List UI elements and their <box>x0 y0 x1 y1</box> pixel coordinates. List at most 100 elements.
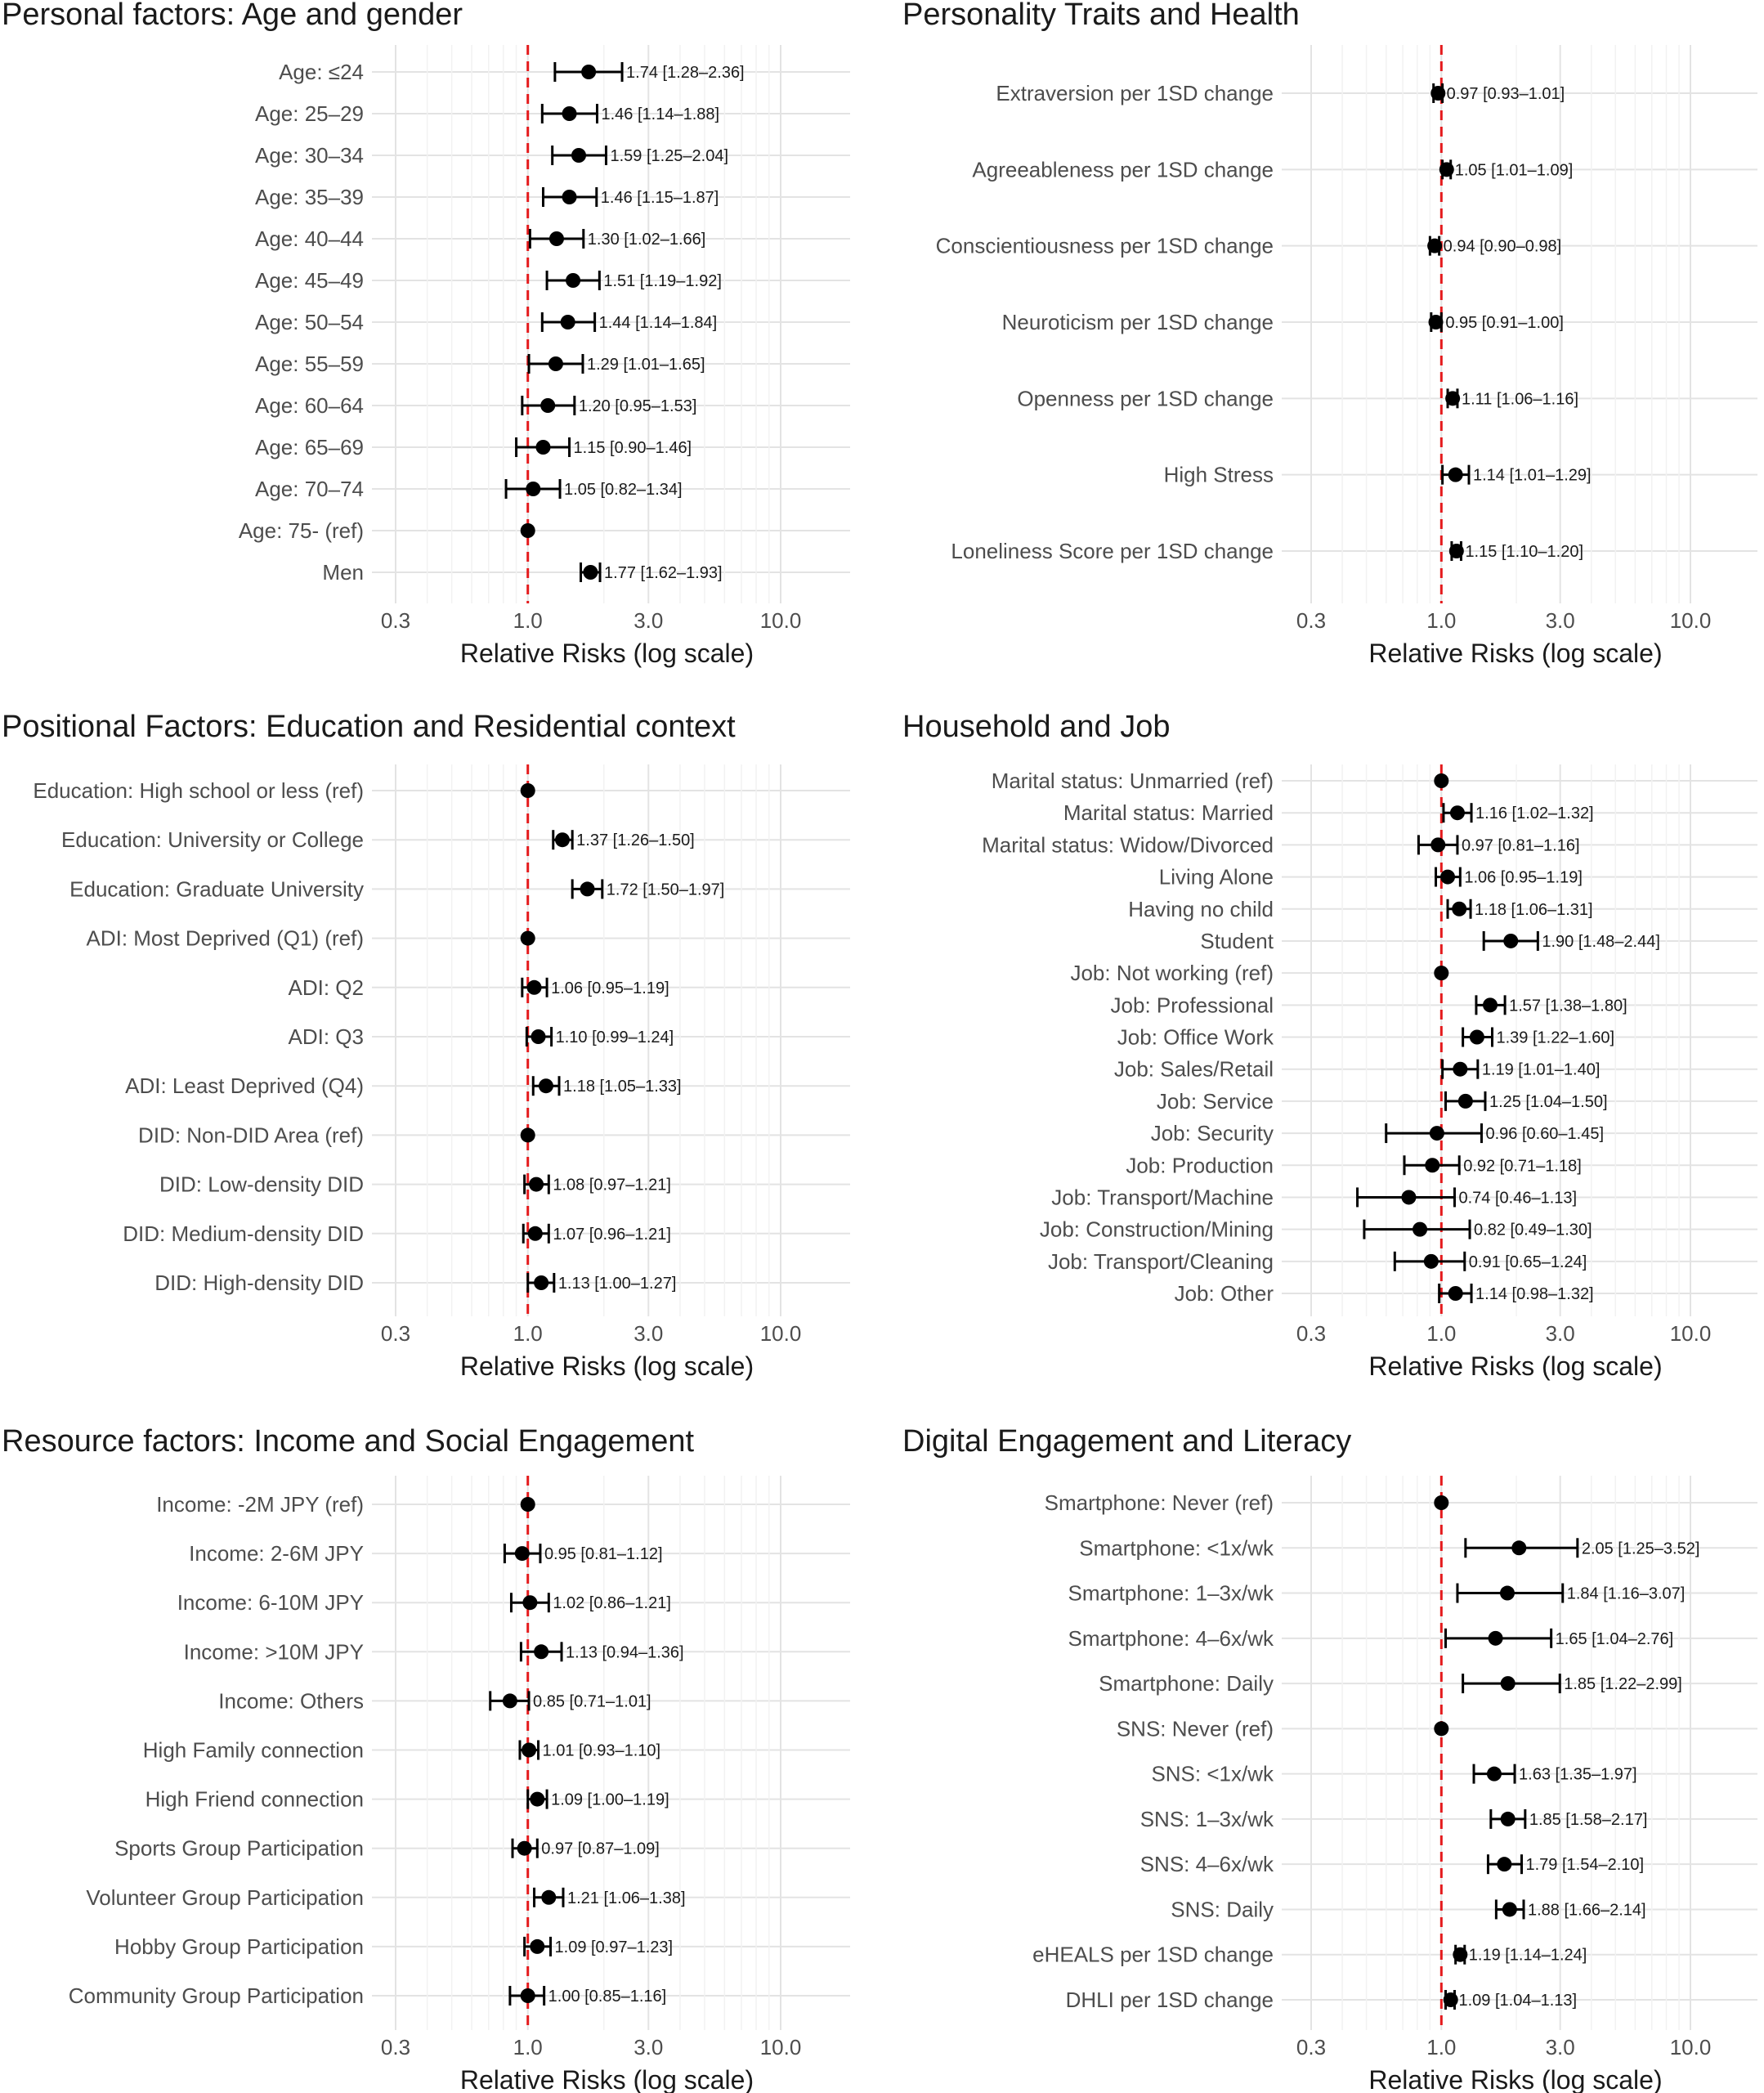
row-label: Marital status: Unmarried (ref) <box>992 769 1274 793</box>
point-estimate <box>531 1029 546 1044</box>
row-label: Having no child <box>1128 897 1274 921</box>
point-estimate <box>1486 1766 1502 1782</box>
estimate-label: 1.46 [1.15–1.87] <box>601 189 719 207</box>
panel-personality-traits-and-health: Personality Traits and Health 0.3 1.0 3.0 10… <box>902 0 1757 668</box>
estimate-label: 1.25 [1.04–1.50] <box>1489 1093 1608 1111</box>
point-estimate <box>1423 1253 1439 1269</box>
row-label: High Stress <box>1164 463 1274 487</box>
point-estimate <box>520 523 535 538</box>
estimate-label: 1.16 [1.02–1.32] <box>1475 804 1594 822</box>
x-tick-label: 1.0 <box>1426 2035 1456 2059</box>
point-estimate <box>526 979 542 995</box>
row-label: Smartphone: 1–3x/wk <box>1068 1581 1274 1606</box>
point-estimate <box>1449 805 1465 821</box>
panel-title: Positional Factors: Education and Reside… <box>2 710 736 744</box>
panel-title: Personal factors: Age and gender <box>2 0 463 32</box>
estimate-label: 1.00 [0.85–1.16] <box>548 1988 667 2006</box>
point-estimate <box>1434 1721 1449 1737</box>
point-estimate <box>1488 1630 1503 1646</box>
estimate-label: 1.09 [0.97–1.23] <box>555 1938 674 1956</box>
x-tick-label: 0.3 <box>1296 1321 1326 1346</box>
x-tick-label: 3.0 <box>634 608 663 633</box>
x-tick-label: 10.0 <box>760 1321 802 1346</box>
row-label: DID: Low-density DID <box>159 1172 364 1197</box>
x-tick-label: 10.0 <box>760 2035 802 2059</box>
estimate-label: 1.06 [0.95–1.19] <box>551 979 669 997</box>
row-label: Agreeableness per 1SD change <box>972 157 1274 182</box>
point-estimate <box>517 1840 532 1856</box>
row-label: Job: Security <box>1151 1121 1274 1145</box>
estimate-label: 0.95 [0.91–1.00] <box>1445 314 1564 332</box>
row-label: Job: Service <box>1157 1089 1274 1114</box>
x-tick-label: 3.0 <box>1546 1321 1575 1346</box>
x-tick-label: 3.0 <box>634 2035 663 2059</box>
row-label: Student <box>1200 929 1274 953</box>
estimate-label: 1.15 [0.90–1.46] <box>574 439 692 457</box>
row-label: Age: 50–54 <box>255 310 364 334</box>
point-estimate <box>522 1742 537 1758</box>
estimate-label: 1.85 [1.58–2.17] <box>1529 1811 1648 1829</box>
point-estimate <box>1483 997 1498 1013</box>
point-estimate <box>1427 238 1443 253</box>
point-estimate <box>566 273 581 288</box>
row-label: Men <box>322 560 364 585</box>
point-estimate <box>1445 391 1461 406</box>
point-estimate <box>1430 86 1446 101</box>
estimate-label: 0.97 [0.87–1.09] <box>541 1840 660 1858</box>
row-label: High Family connection <box>143 1738 364 1763</box>
panel-title: Personality Traits and Health <box>902 0 1300 32</box>
row-label: Age: 65–69 <box>255 435 364 459</box>
row-label: Living Alone <box>1159 865 1274 890</box>
row-label: Age: ≤24 <box>279 60 364 84</box>
estimate-label: 0.92 [0.71–1.18] <box>1463 1157 1582 1175</box>
x-axis-title: Relative Risks (log scale) <box>1368 639 1662 668</box>
estimate-label: 1.39 [1.22–1.60] <box>1497 1029 1615 1047</box>
x-axis-title: Relative Risks (log scale) <box>460 639 754 668</box>
x-axis-title: Relative Risks (log scale) <box>460 2065 754 2093</box>
row-label: Loneliness Score per 1SD change <box>951 539 1274 563</box>
x-axis-title: Relative Risks (log scale) <box>1368 2065 1662 2093</box>
point-estimate <box>530 1791 545 1807</box>
x-tick-label: 10.0 <box>1670 1321 1712 1346</box>
point-estimate <box>580 881 595 897</box>
estimate-label: 1.19 [1.14–1.24] <box>1469 1947 1587 1965</box>
row-label: SNS: 4–6x/wk <box>1140 1852 1274 1876</box>
point-estimate <box>522 1595 538 1611</box>
row-label: Marital status: Married <box>1063 800 1274 825</box>
estimate-label: 0.95 [0.81–1.12] <box>544 1545 663 1563</box>
panel-title: Household and Job <box>902 710 1170 744</box>
estimate-label: 1.07 [0.96–1.21] <box>553 1226 671 1244</box>
x-tick-label: 1.0 <box>1426 608 1456 633</box>
row-label: Income: Others <box>218 1688 364 1713</box>
estimate-label: 0.97 [0.81–1.16] <box>1462 836 1580 854</box>
estimate-label: 1.72 [1.50–1.97] <box>607 881 725 899</box>
row-label: Income: 6-10M JPY <box>177 1590 364 1615</box>
point-estimate <box>1448 1286 1463 1301</box>
row-label: Education: Graduate University <box>69 876 364 901</box>
estimate-label: 1.63 [1.35–1.97] <box>1519 1766 1637 1784</box>
estimate-label: 1.44 [1.14–1.84] <box>599 314 718 332</box>
point-estimate <box>581 65 597 79</box>
row-label: Age: 45–49 <box>255 268 364 293</box>
row-label: Smartphone: Never (ref) <box>1045 1490 1274 1515</box>
estimate-label: 1.29 [1.01–1.65] <box>587 356 705 374</box>
estimate-label: 0.96 [0.60–1.45] <box>1485 1125 1604 1143</box>
row-label: Education: University or College <box>61 827 364 852</box>
row-label: Marital status: Widow/Divorced <box>982 832 1274 857</box>
point-estimate <box>1502 1902 1517 1917</box>
point-estimate <box>1453 1061 1468 1077</box>
point-estimate <box>1428 315 1444 329</box>
estimate-label: 1.85 [1.22–2.99] <box>1564 1675 1682 1693</box>
x-tick-label: 0.3 <box>381 1321 410 1346</box>
row-label: Job: Sales/Retail <box>1114 1057 1274 1082</box>
row-label: Extraversion per 1SD change <box>996 81 1274 105</box>
row-label: SNS: Daily <box>1171 1897 1274 1921</box>
estimate-label: 0.94 [0.90–0.98] <box>1444 238 1562 256</box>
point-estimate <box>1425 1158 1440 1173</box>
point-estimate <box>1448 467 1463 482</box>
point-estimate <box>1443 1992 1458 2007</box>
row-label: SNS: <1x/wk <box>1151 1762 1274 1786</box>
estimate-label: 1.51 [1.19–1.92] <box>603 272 722 290</box>
point-estimate <box>1500 1811 1516 1826</box>
point-estimate <box>1440 869 1456 885</box>
